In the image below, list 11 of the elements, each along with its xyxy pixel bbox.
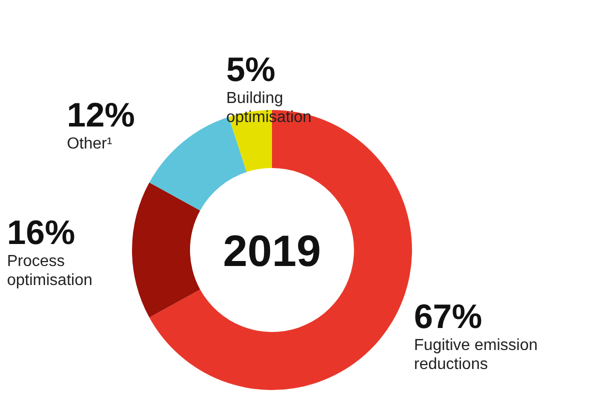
- donut-slice: [132, 182, 200, 318]
- slice-label: Other¹: [66, 135, 112, 152]
- slice-label: Process optimisation: [7, 253, 92, 289]
- slice-label: Fugitive emission reductions: [414, 336, 538, 373]
- data-label: 5%: [226, 51, 276, 90]
- donut-slice: [149, 110, 412, 390]
- slice-label: Building optimisation: [226, 90, 312, 126]
- text: 2019: [223, 227, 321, 276]
- data-label: 12%: [66, 96, 135, 134]
- data-label: 16%: [7, 214, 76, 252]
- data-label: 67%: [414, 298, 482, 336]
